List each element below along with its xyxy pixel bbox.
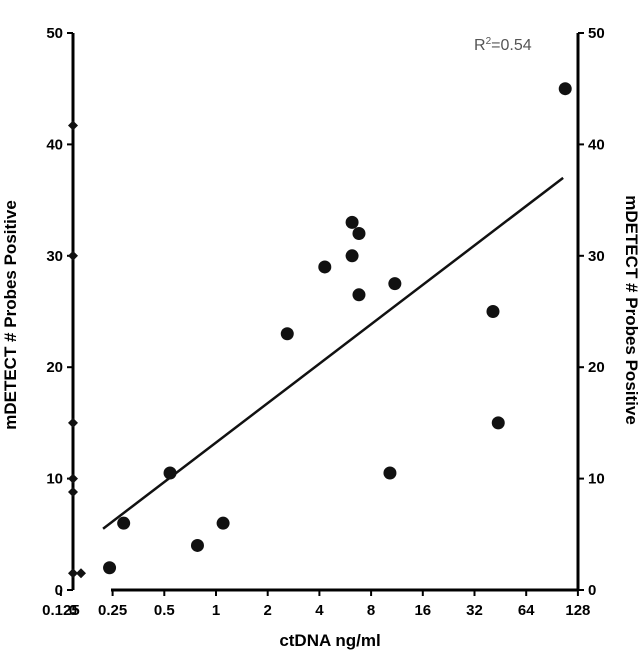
y-axis-left-ticks: 0 10 20 30 40 50 bbox=[46, 25, 73, 599]
x-tick-label: 4 bbox=[315, 602, 324, 619]
x-tick-label: 0.25 bbox=[98, 602, 127, 619]
zero-value-markers bbox=[68, 120, 86, 579]
x-axis-title: ctDNA ng/ml bbox=[279, 631, 380, 650]
x-tick-label: 0.125 bbox=[42, 602, 80, 619]
zero-diamond-marker bbox=[68, 417, 78, 428]
y-tick-label-left: 0 bbox=[55, 582, 63, 599]
scatter-point bbox=[345, 249, 359, 263]
zero-diamond-marker bbox=[68, 568, 78, 579]
x-axis-ticks: 0.125 0.25 0.5 1 2 4 8 16 32 64 128 0 bbox=[42, 590, 590, 619]
regression-line bbox=[102, 176, 564, 530]
scatter-point bbox=[383, 466, 397, 480]
y-tick-label-right: 10 bbox=[588, 471, 605, 488]
data-points bbox=[103, 82, 572, 575]
fit-line-group bbox=[102, 176, 564, 530]
x-tick-label: 128 bbox=[565, 602, 590, 619]
y-tick-label-left: 40 bbox=[46, 136, 63, 153]
y-tick-label-left: 20 bbox=[46, 359, 63, 376]
scatter-point bbox=[163, 466, 177, 480]
x-tick-label: 16 bbox=[414, 602, 431, 619]
scatter-point bbox=[190, 538, 204, 552]
y-axis-right-ticks: 0 10 20 30 40 50 bbox=[578, 25, 605, 599]
scatter-point bbox=[352, 288, 366, 302]
scatter-point bbox=[345, 215, 359, 229]
scatter-point bbox=[280, 327, 294, 341]
scatter-point bbox=[318, 260, 332, 274]
x-tick-label: 1 bbox=[212, 602, 220, 619]
scatter-point bbox=[103, 561, 117, 575]
x-tick-label: 0.5 bbox=[154, 602, 175, 619]
y-tick-label-left: 10 bbox=[46, 471, 63, 488]
zero-diamond-marker bbox=[68, 120, 78, 131]
zero-diamond-marker bbox=[68, 250, 78, 261]
y-tick-label-right: 0 bbox=[588, 582, 596, 599]
axes bbox=[71, 33, 580, 592]
scatter-point bbox=[491, 416, 505, 430]
y-tick-label-left: 50 bbox=[46, 25, 63, 42]
y-axis-title-left: mDETECT # Probes Positive bbox=[1, 200, 20, 430]
scatter-point bbox=[117, 516, 131, 530]
zero-diamond-marker bbox=[68, 486, 78, 497]
scatter-point bbox=[558, 82, 572, 96]
zero-diamond-marker bbox=[76, 568, 86, 579]
scatter-point bbox=[388, 277, 402, 291]
x-tick-label-zero: 0 bbox=[69, 602, 77, 619]
x-tick-label: 32 bbox=[466, 602, 483, 619]
scatter-point bbox=[216, 516, 230, 530]
y-tick-label-right: 30 bbox=[588, 248, 605, 265]
y-tick-label-right: 50 bbox=[588, 25, 605, 42]
scatter-point bbox=[352, 227, 366, 241]
scatter-point bbox=[486, 305, 500, 318]
y-tick-label-left: 30 bbox=[46, 248, 63, 265]
y-axis-title-right: mDETECT # Probes Positive bbox=[622, 195, 641, 425]
zero-diamond-marker bbox=[68, 473, 78, 484]
y-tick-label-right: 20 bbox=[588, 359, 605, 376]
r-squared-annotation: R2=0.54 bbox=[474, 36, 532, 54]
x-tick-label: 8 bbox=[367, 602, 375, 619]
y-tick-label-right: 40 bbox=[588, 136, 605, 153]
x-tick-label: 2 bbox=[264, 602, 272, 619]
x-tick-label: 64 bbox=[518, 602, 535, 619]
